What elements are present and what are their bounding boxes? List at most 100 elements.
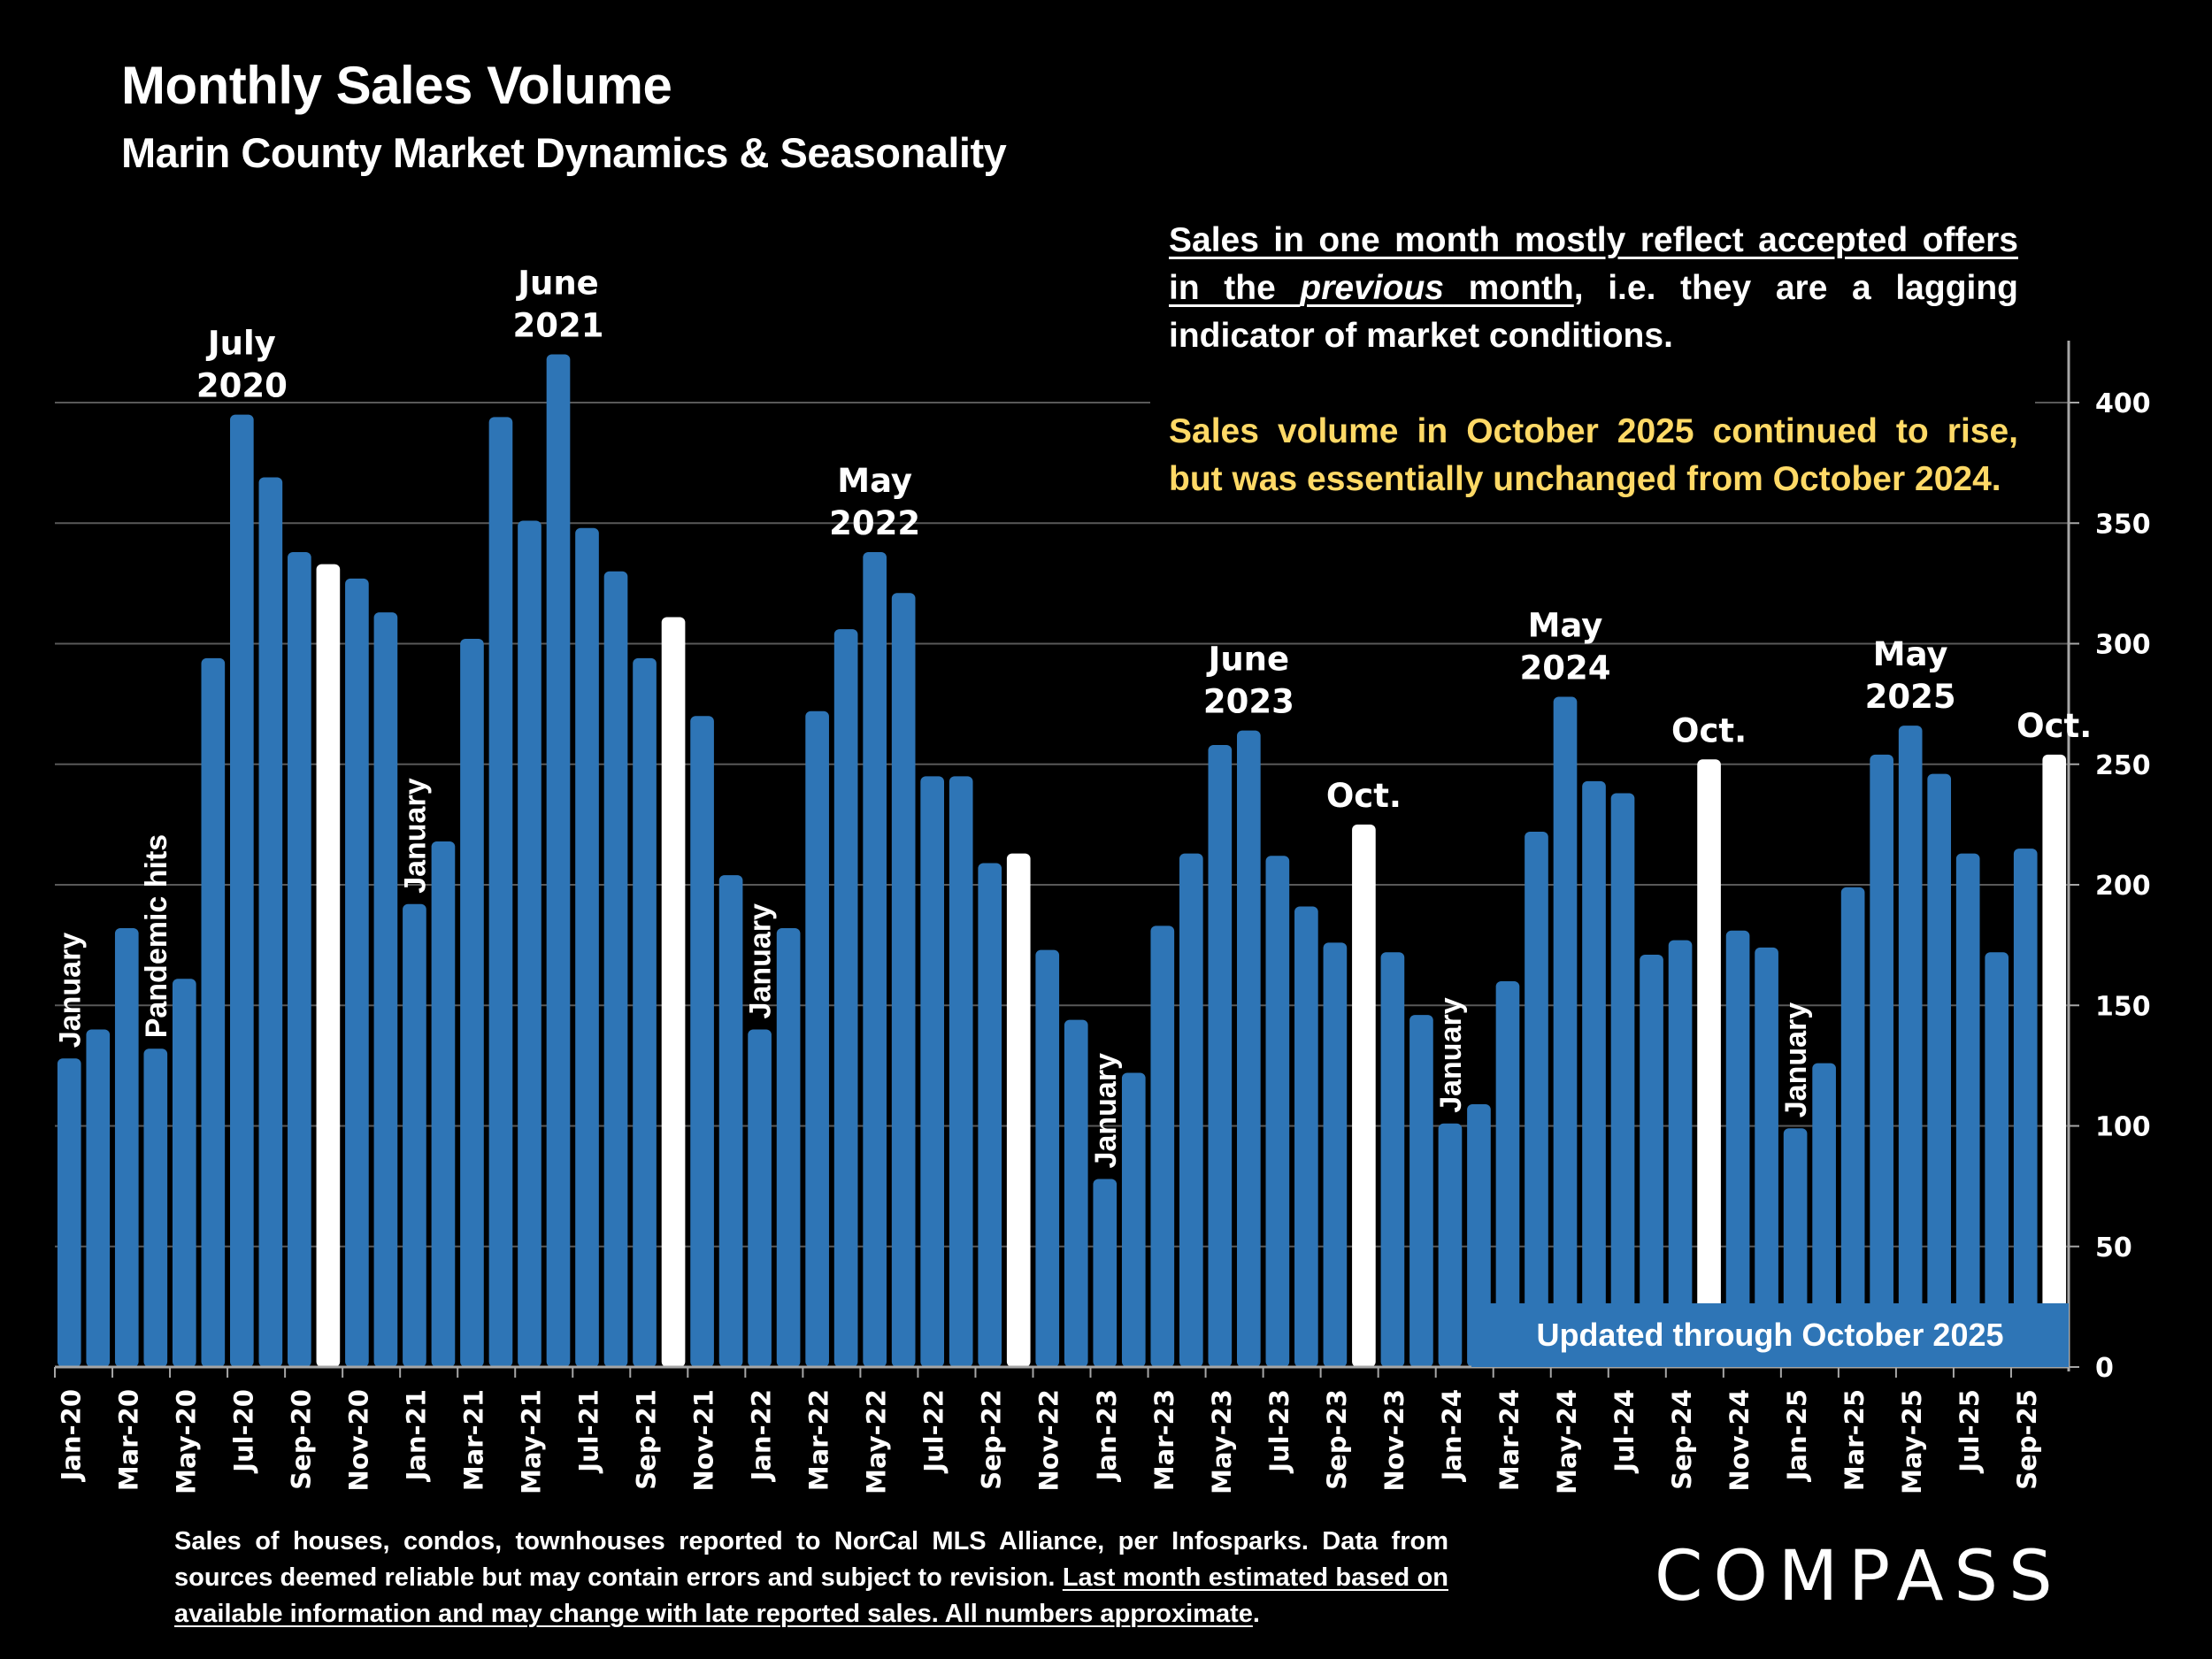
x-tick-label: Nov-21 (689, 1389, 719, 1492)
commentary-note: Sales in one month mostly reflect accept… (1169, 217, 2018, 503)
annotation-label: January (1089, 1053, 1123, 1168)
bar-Apr-25 (1870, 754, 1893, 1367)
annotation-label: May (1528, 606, 1603, 644)
bar-Feb-21 (431, 841, 456, 1367)
bar-Sep-21 (633, 657, 657, 1367)
x-tick-label: Jan-23 (1092, 1389, 1122, 1482)
annotation-label: Pandemic hits (140, 834, 173, 1039)
bar-Aug-22 (949, 776, 973, 1367)
bar-Nov-24 (1725, 930, 1750, 1367)
bar-Mar-20 (114, 928, 139, 1367)
bar-Jun-20 (201, 657, 226, 1367)
bar-May-20 (172, 979, 196, 1367)
bar-May-23 (1208, 744, 1233, 1367)
bar-Nov-22 (1035, 949, 1060, 1367)
x-tick-label: May-25 (1897, 1389, 1927, 1494)
bar-Dec-24 (1755, 947, 1778, 1367)
bar-Sep-24 (1668, 940, 1693, 1367)
updated-through-badge: Updated through October 2025 (1471, 1303, 2069, 1367)
annotation-label: June (1206, 641, 1290, 679)
x-tick-label: Mar-22 (804, 1389, 834, 1491)
y-tick-label: 0 (2095, 1353, 2114, 1384)
bar-Jan-20 (57, 1058, 81, 1367)
x-tick-label: Sep-23 (1322, 1389, 1352, 1490)
source-footnote: Sales of houses, condos, townhouses repo… (174, 1527, 1448, 1628)
annotation-label: May (837, 462, 912, 500)
x-tick-label: Mar-25 (1839, 1389, 1870, 1491)
annotation-label: 2022 (829, 504, 920, 542)
annotation-label: June (515, 265, 599, 303)
x-tick-label: Jan-25 (1782, 1389, 1812, 1482)
bar-Dec-20 (373, 612, 398, 1367)
bar-May-24 (1553, 696, 1578, 1367)
y-tick-label: 250 (2095, 750, 2151, 781)
chart-title: Monthly Sales Volume (121, 56, 672, 115)
bar-Jun-24 (1582, 780, 1606, 1367)
x-tick-label: Sep-21 (632, 1389, 662, 1490)
x-tick-label: Sep-22 (977, 1389, 1007, 1490)
bar-Jul-20 (230, 414, 254, 1367)
y-tick-label: 350 (2095, 509, 2151, 540)
chart-subtitle: Marin County Market Dynamics & Seasonali… (121, 129, 1007, 176)
bar-Nov-21 (690, 716, 714, 1367)
bar-Aug-20 (258, 477, 283, 1367)
bar-Jul-23 (1265, 856, 1290, 1367)
y-tick-label: 200 (2095, 871, 2151, 902)
annotation-label: 2020 (196, 367, 288, 405)
bar-highlight-Oct-20 (316, 564, 341, 1367)
y-tick-label: 150 (2095, 991, 2151, 1022)
annotation-label: 2023 (1203, 683, 1294, 721)
x-tick-label: May-20 (171, 1389, 201, 1494)
bar-highlight-Oct-21 (661, 617, 686, 1367)
x-tick-label: Jul-22 (919, 1389, 949, 1474)
bar-Jan-22 (748, 1029, 772, 1367)
bar-Apr-20 (143, 1048, 168, 1367)
annotation-label: January (1434, 997, 1468, 1112)
x-tick-label: Jul-20 (228, 1389, 258, 1474)
bar-highlight-Oct-23 (1352, 824, 1376, 1367)
x-tick-label: May-23 (1207, 1389, 1237, 1494)
x-tick-label: Jul-23 (1264, 1389, 1294, 1474)
bar-Sep-23 (1323, 942, 1348, 1367)
bar-Feb-24 (1467, 1103, 1491, 1367)
x-tick-label: Mar-20 (113, 1389, 143, 1491)
annotation-label: Oct. (1326, 777, 1402, 815)
bar-Apr-21 (488, 417, 513, 1368)
x-tick-label: Nov-23 (1379, 1389, 1409, 1492)
x-tick-label: Sep-24 (1667, 1389, 1697, 1490)
bar-May-25 (1898, 726, 1923, 1367)
bar-Dec-21 (718, 875, 743, 1367)
annotation-label: July (205, 325, 276, 363)
bar-Aug-24 (1640, 955, 1663, 1367)
bar-highlight-Oct-25 (2042, 754, 2067, 1367)
annotation-label: January (744, 903, 778, 1018)
bar-Jul-21 (575, 527, 599, 1367)
x-tick-label: Sep-25 (2012, 1389, 2042, 1490)
annotation-label: January (398, 778, 432, 893)
annotation-label: 2025 (1865, 678, 1956, 716)
x-tick-label: Jul-24 (1609, 1389, 1640, 1474)
x-tick-label: Jul-25 (1955, 1389, 1985, 1474)
x-tick-label: May-21 (516, 1389, 546, 1494)
bar-Dec-22 (1064, 1019, 1088, 1367)
bar-Jul-24 (1610, 793, 1635, 1367)
x-tick-label: May-24 (1552, 1389, 1582, 1494)
y-tick-label: 50 (2095, 1233, 2132, 1263)
annotation-label: 2021 (513, 307, 604, 345)
bar-Feb-22 (776, 928, 801, 1367)
compass-logo: COMPASS (1655, 1537, 2063, 1617)
lagging-indicator-note: Sales in one month mostly reflect accept… (1169, 221, 2018, 355)
highlight-note: Sales volume in October 2025 continued t… (1169, 412, 2018, 498)
annotation-label: Oct. (2016, 707, 2092, 745)
y-tick-label: 300 (2095, 630, 2151, 661)
bar-Mar-21 (460, 639, 484, 1367)
x-tick-label: Mar-21 (458, 1389, 488, 1491)
bar-Nov-23 (1380, 952, 1405, 1367)
bar-Jun-22 (891, 593, 916, 1367)
bar-Aug-23 (1294, 906, 1318, 1367)
bar-highlight-Oct-22 (1006, 853, 1031, 1367)
bar-Feb-25 (1812, 1063, 1836, 1367)
bar-Apr-23 (1179, 853, 1203, 1367)
bar-Sep-25 (2013, 849, 2038, 1367)
